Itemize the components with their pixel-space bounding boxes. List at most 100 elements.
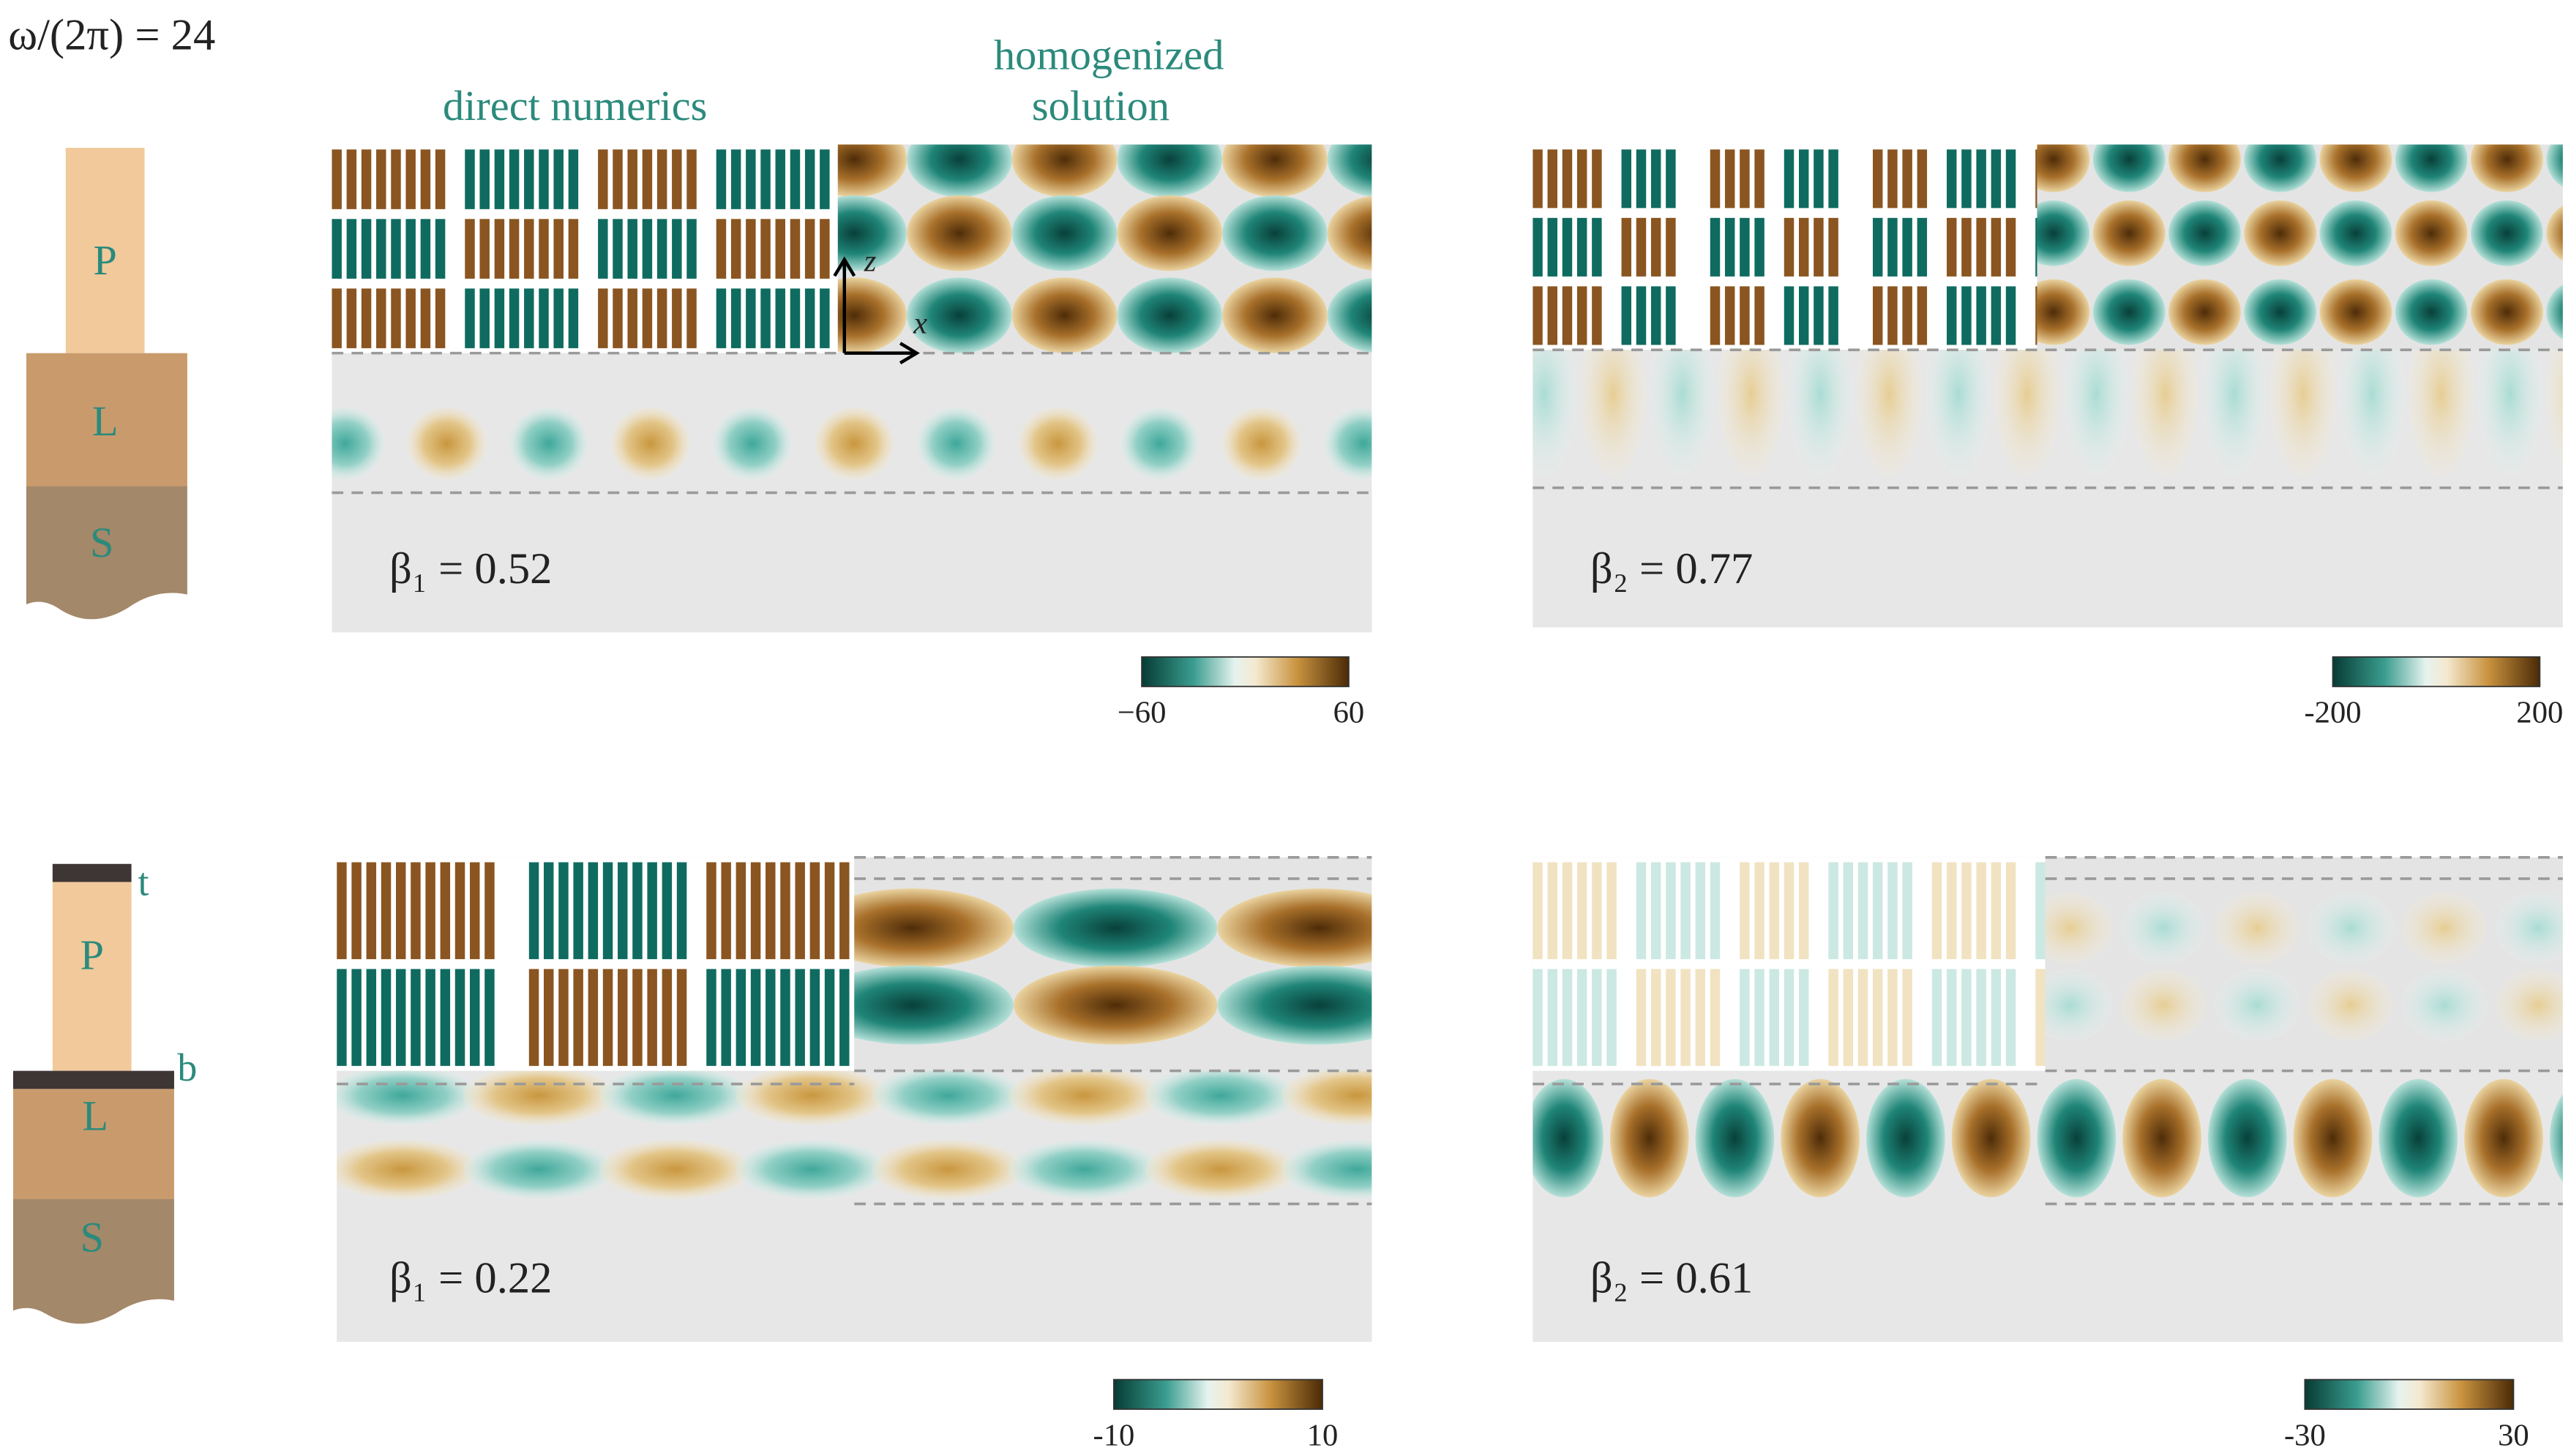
stripe [494,219,505,279]
stripe [632,969,643,1066]
stripe [1872,969,1883,1066]
wave-lobe [1856,350,1923,476]
stripe [672,149,682,209]
wave-lobe [2293,1078,2373,1198]
wave-lobe [463,1070,615,1125]
stripe [544,969,554,1066]
stripe [2005,217,2016,277]
stripe [1976,862,1986,959]
wave-lobe [1117,144,1223,198]
wave-lobe [1718,350,1784,476]
wave-lobe [2495,969,2563,1042]
stripe [494,288,505,348]
region [332,144,838,353]
stripe [465,288,475,348]
stripe [2005,862,2016,959]
wave-lobe [1008,1139,1160,1199]
wave-lobe [2395,144,2468,192]
wave-lobe [611,407,690,480]
wave-lobe [837,277,907,353]
column-title: solution [1032,82,1170,130]
stripe [1562,149,1573,209]
stripe [1650,217,1661,277]
wave-lobe [2308,969,2394,1042]
stripe [672,219,682,279]
wave-lobe [407,407,487,480]
wave-lobe [2319,144,2392,192]
stripe [627,219,637,279]
stripe [469,862,480,959]
wave-lobe [1866,1078,1945,1198]
region-bg [2045,857,2563,1071]
wave-lobe [1787,350,1854,476]
substrate [337,1204,1372,1342]
stripe [642,288,653,348]
stripe [1814,286,1824,345]
stripe [376,219,386,279]
wave-lobe [1327,278,1372,353]
stripe [613,219,623,279]
wave-lobe [1011,195,1118,271]
stripe [750,862,761,959]
stripe [760,149,771,209]
stripe [454,969,465,1066]
stripe [1976,969,1986,1066]
stripe [2035,217,2037,277]
region [332,407,1372,633]
stripe [558,862,569,959]
wave-lobe [1018,407,1098,480]
stripe [1710,862,1721,959]
stripe [780,969,790,1066]
wave-lobe [2037,1078,2117,1198]
stripe [332,219,342,279]
stripe [790,219,801,279]
wave-lobe [1533,1078,1603,1198]
stripe [1740,286,1750,345]
wave-lobe [2045,969,2113,1042]
wave-lobe [2037,279,2090,345]
wave-lobe [2546,284,2563,340]
wave-lobe [2168,200,2241,266]
stripe [809,969,820,1066]
stripe [361,219,372,279]
wave-lobe [337,1139,479,1199]
stripe [1828,969,1838,1066]
stripe [1887,286,1898,345]
wave-lobe [907,144,1012,198]
stripe [1961,149,1972,209]
stripe [716,288,727,348]
stripe [1976,286,1986,345]
stripe [1576,862,1587,959]
stripe [613,149,623,209]
stripe [602,969,613,1066]
stripe [1592,217,1602,277]
stripe [627,149,637,209]
stripe [1562,969,1573,1066]
wave-lobe [1011,277,1118,353]
stripe [1740,217,1750,277]
stripe [425,969,435,1066]
stripe [1666,862,1676,959]
stripe [656,219,667,279]
stripe [440,969,451,1066]
stripe [1814,217,1824,277]
stripe [820,149,830,209]
stripe [602,862,613,959]
wave-lobe [837,144,907,198]
stripe [435,219,446,279]
stripe [539,149,549,209]
stripe [1576,969,1587,1066]
stripe [391,219,401,279]
stripe [568,149,579,209]
stripe [1650,969,1661,1066]
stripe [662,862,673,959]
stripe [721,969,731,1066]
stripe [1902,862,1912,959]
stripe [568,288,579,348]
stripe [1961,862,1972,959]
stripe [1754,969,1764,1066]
wave-lobe [2401,891,2488,964]
stripe [337,969,347,1066]
stripe [1843,969,1854,1066]
